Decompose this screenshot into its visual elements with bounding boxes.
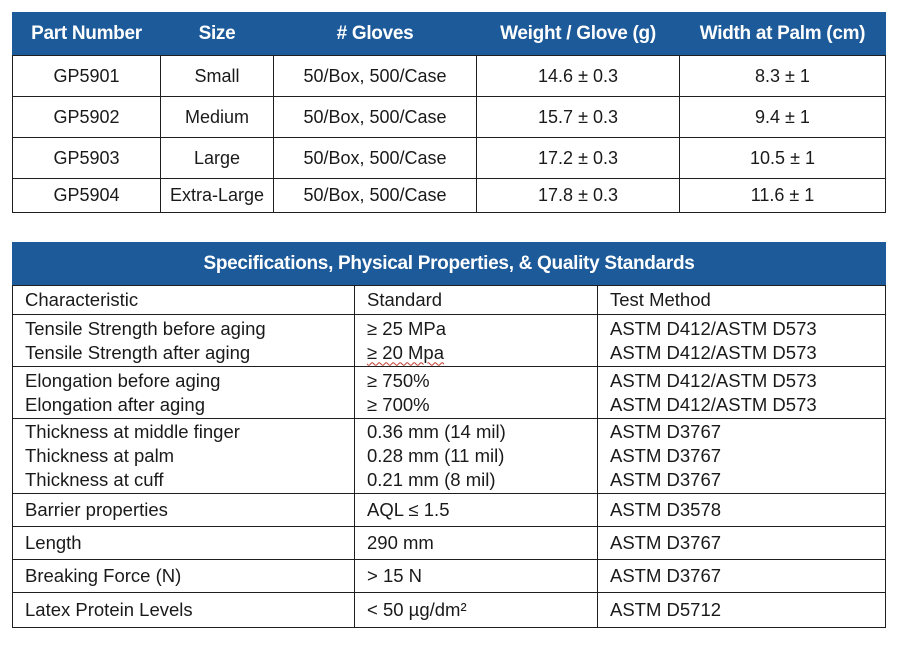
- spec-header-row: Characteristic Standard Test Method: [12, 285, 886, 315]
- weight-cell: 17.2 ± 0.3: [476, 137, 680, 179]
- characteristic-line: Thickness at palm: [25, 445, 175, 466]
- header-test-method: Test Method: [597, 285, 886, 315]
- characteristic-cell: Tensile Strength before aging Tensile St…: [12, 314, 355, 367]
- table-row: Tensile Strength before aging Tensile St…: [12, 314, 886, 367]
- header-size: Size: [160, 12, 274, 56]
- characteristic-cell: Elongation before aging Elongation after…: [12, 366, 355, 419]
- header-weight: Weight / Glove (g): [476, 12, 680, 56]
- size-cell: Medium: [160, 96, 274, 138]
- part-number-cell: GP5903: [12, 137, 161, 179]
- method-cell: ASTM D3767: [597, 559, 886, 593]
- standard-line: 0.36 mm (14 mil): [367, 421, 506, 442]
- size-cell: Extra-Large: [160, 178, 274, 213]
- characteristic-cell: Latex Protein Levels: [12, 592, 355, 628]
- spec-table: Specifications, Physical Properties, & Q…: [12, 242, 886, 628]
- method-cell: ASTM D3767 ASTM D3767 ASTM D3767: [597, 418, 886, 494]
- method-cell: ASTM D3578: [597, 493, 886, 527]
- method-line: ASTM D412/ASTM D573: [610, 393, 817, 415]
- table-row: Breaking Force (N) > 15 N ASTM D3767: [12, 559, 886, 593]
- table-row: Thickness at middle finger Thickness at …: [12, 418, 886, 494]
- table-row: GP5904 Extra-Large 50/Box, 500/Case 17.8…: [12, 178, 886, 213]
- method-cell: ASTM D412/ASTM D573 ASTM D412/ASTM D573: [597, 366, 886, 419]
- standard-cell: AQL ≤ 1.5: [354, 493, 598, 527]
- standard-line: 0.28 mm (11 mil): [367, 445, 505, 466]
- table-row: GP5901 Small 50/Box, 500/Case 14.6 ± 0.3…: [12, 55, 886, 97]
- characteristic-cell: Breaking Force (N): [12, 559, 355, 593]
- characteristic-line: Thickness at cuff: [25, 469, 164, 490]
- gloves-cell: 50/Box, 500/Case: [273, 137, 477, 179]
- standard-cell: ≥ 750% ≥ 700%: [354, 366, 598, 419]
- gloves-cell: 50/Box, 500/Case: [273, 178, 477, 213]
- table-row: Elongation before aging Elongation after…: [12, 366, 886, 419]
- method-line: ASTM D3767: [610, 445, 722, 466]
- method-line: ASTM D412/ASTM D573: [610, 369, 817, 391]
- weight-cell: 15.7 ± 0.3: [476, 96, 680, 138]
- method-cell: ASTM D5712: [597, 592, 886, 628]
- size-cell: Large: [160, 137, 274, 179]
- characteristic-line: Thickness at middle finger: [25, 421, 240, 442]
- table-row: Latex Protein Levels < 50 µg/dm² ASTM D5…: [12, 592, 886, 628]
- characteristic-cell: Length: [12, 526, 355, 560]
- standard-line: ≥ 750%: [367, 369, 430, 391]
- table-row: Length 290 mm ASTM D3767: [12, 526, 886, 560]
- characteristic-line: Elongation before aging: [25, 369, 221, 391]
- header-width: Width at Palm (cm): [679, 12, 886, 56]
- characteristic-line: Tensile Strength before aging: [25, 317, 266, 339]
- table-row: Barrier properties AQL ≤ 1.5 ASTM D3578: [12, 493, 886, 527]
- method-cell: ASTM D412/ASTM D573 ASTM D412/ASTM D573: [597, 314, 886, 367]
- method-line: ASTM D412/ASTM D573: [610, 341, 817, 363]
- standard-line: ≥ 700%: [367, 393, 430, 415]
- standard-line: ≥ 20 Mpa: [367, 341, 444, 363]
- standard-line: ≥ 25 MPa: [367, 317, 447, 339]
- width-cell: 8.3 ± 1: [679, 55, 886, 97]
- header-part-number: Part Number: [12, 12, 161, 56]
- parts-table: Part Number Size # Gloves Weight / Glove…: [12, 12, 886, 213]
- width-cell: 10.5 ± 1: [679, 137, 886, 179]
- gloves-cell: 50/Box, 500/Case: [273, 96, 477, 138]
- parts-header-row: Part Number Size # Gloves Weight / Glove…: [12, 12, 886, 56]
- standard-cell: 0.36 mm (14 mil) 0.28 mm (11 mil) 0.21 m…: [354, 418, 598, 494]
- standard-cell: ≥ 25 MPa ≥ 20 Mpa: [354, 314, 598, 367]
- header-gloves: # Gloves: [273, 12, 477, 56]
- spec-table-title: Specifications, Physical Properties, & Q…: [12, 242, 886, 286]
- characteristic-cell: Barrier properties: [12, 493, 355, 527]
- header-characteristic: Characteristic: [12, 285, 355, 315]
- part-number-cell: GP5902: [12, 96, 161, 138]
- header-standard: Standard: [354, 285, 598, 315]
- standard-cell: < 50 µg/dm²: [354, 592, 598, 628]
- weight-cell: 14.6 ± 0.3: [476, 55, 680, 97]
- characteristic-line: Elongation after aging: [25, 393, 205, 415]
- gloves-cell: 50/Box, 500/Case: [273, 55, 477, 97]
- width-cell: 11.6 ± 1: [679, 178, 886, 213]
- method-line: ASTM D3767: [610, 469, 722, 490]
- standard-cell: 290 mm: [354, 526, 598, 560]
- table-row: GP5903 Large 50/Box, 500/Case 17.2 ± 0.3…: [12, 137, 886, 179]
- method-line: ASTM D3767: [610, 421, 722, 442]
- standard-cell: > 15 N: [354, 559, 598, 593]
- characteristic-cell: Thickness at middle finger Thickness at …: [12, 418, 355, 494]
- characteristic-line: Tensile Strength after aging: [25, 341, 251, 363]
- weight-cell: 17.8 ± 0.3: [476, 178, 680, 213]
- part-number-cell: GP5901: [12, 55, 161, 97]
- method-line: ASTM D412/ASTM D573: [610, 317, 817, 339]
- spec-title-row: Specifications, Physical Properties, & Q…: [12, 242, 886, 286]
- part-number-cell: GP5904: [12, 178, 161, 213]
- width-cell: 9.4 ± 1: [679, 96, 886, 138]
- standard-line: 0.21 mm (8 mil): [367, 469, 496, 490]
- table-row: GP5902 Medium 50/Box, 500/Case 15.7 ± 0.…: [12, 96, 886, 138]
- method-cell: ASTM D3767: [597, 526, 886, 560]
- size-cell: Small: [160, 55, 274, 97]
